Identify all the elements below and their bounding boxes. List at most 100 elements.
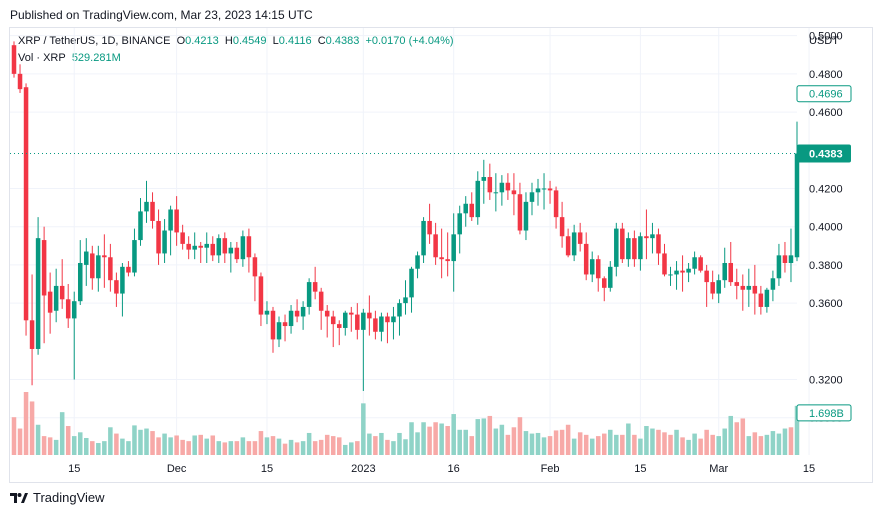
volume-bar xyxy=(228,441,234,455)
volume-bar xyxy=(17,428,23,455)
candle-body xyxy=(379,316,384,332)
open-label: O xyxy=(176,35,186,47)
volume-bar xyxy=(126,441,131,455)
candle-body xyxy=(746,285,752,290)
symbol-label[interactable]: XRP / TetherUS, 1D, BINANCE xyxy=(18,35,171,47)
volume-bar xyxy=(620,434,625,455)
volume-bar xyxy=(349,442,354,455)
low-value: 0.4116 xyxy=(278,35,312,47)
x-tick-label: Dec xyxy=(167,463,187,475)
grid-lines xyxy=(10,28,810,455)
volume-bar xyxy=(788,427,794,455)
candle-body xyxy=(517,194,523,231)
volume-bar xyxy=(487,415,493,455)
volume-bar xyxy=(192,435,197,455)
volume-bar xyxy=(728,415,734,455)
volume-bar xyxy=(96,443,101,455)
volume-bar xyxy=(794,405,800,455)
candle-body xyxy=(716,280,721,294)
candle-body xyxy=(102,255,107,258)
volume-bar xyxy=(451,414,456,455)
volume-bar xyxy=(415,432,420,455)
candle-body xyxy=(180,232,185,244)
volume-bar xyxy=(776,433,782,455)
close-value: 0.4383 xyxy=(325,35,360,47)
candle-body xyxy=(90,253,95,279)
candle-body xyxy=(300,306,306,317)
volume-bar xyxy=(583,434,589,455)
candle-body xyxy=(234,247,240,260)
candle-body xyxy=(656,234,661,254)
volume-tag-label: 1.698B xyxy=(809,408,844,420)
candle-body xyxy=(126,266,131,273)
volume-bar xyxy=(29,401,35,455)
candle-body xyxy=(210,243,216,256)
candle-body xyxy=(65,299,71,319)
candle-body xyxy=(481,177,487,181)
volume-bar xyxy=(276,438,282,455)
candle-body xyxy=(740,285,746,290)
candle-body xyxy=(355,314,360,330)
volume-bar xyxy=(752,432,758,455)
volume-bar xyxy=(493,428,499,455)
candle-body xyxy=(270,310,276,340)
x-tick-label: 15 xyxy=(803,463,815,475)
candle-body xyxy=(306,282,312,307)
candle-body xyxy=(439,257,444,260)
volume-bar xyxy=(204,438,209,455)
candle-body xyxy=(602,278,607,288)
candle-body xyxy=(330,316,336,325)
candle-body xyxy=(391,316,396,323)
candle-body xyxy=(626,238,631,260)
candle-body xyxy=(722,262,727,281)
volume-bar xyxy=(523,431,529,455)
volume-label[interactable]: Vol · XRP xyxy=(18,52,66,64)
brand-name: TradingView xyxy=(33,490,105,505)
volume-bar xyxy=(517,417,523,455)
candle-body xyxy=(336,324,342,328)
candle-body xyxy=(264,310,270,315)
volume-bar xyxy=(288,439,294,455)
candle-body xyxy=(228,247,234,254)
candle-body xyxy=(222,238,228,254)
candle-body xyxy=(553,190,559,218)
volume-bar xyxy=(409,422,414,455)
volume-bar xyxy=(180,439,185,455)
brand-footer[interactable]: TradingView xyxy=(10,490,105,505)
candle-body xyxy=(505,182,511,191)
candle-body xyxy=(571,232,577,256)
candle-body xyxy=(47,291,53,313)
y-tick-label: 0.4000 xyxy=(809,222,843,234)
volume-bar xyxy=(782,428,788,455)
tradingview-logo-icon xyxy=(10,492,28,503)
candle-body xyxy=(457,213,462,235)
volume-bar xyxy=(108,427,113,455)
y-tick-label: 0.3800 xyxy=(809,260,843,272)
candle-body xyxy=(59,285,65,300)
candle-body xyxy=(487,177,493,193)
candle-body xyxy=(728,262,734,283)
volume-bar xyxy=(638,438,643,455)
candle-body xyxy=(493,192,499,194)
candle-body xyxy=(174,209,179,233)
volume-bar xyxy=(686,439,691,455)
volume-bar xyxy=(264,437,270,455)
candle-body xyxy=(710,282,715,294)
volume-tag: 1.698B xyxy=(796,404,852,422)
volume-bar xyxy=(559,429,565,455)
volume-bar xyxy=(174,435,179,455)
volume-bar xyxy=(258,431,264,455)
volume-bar xyxy=(222,442,228,455)
volume-bar xyxy=(505,434,511,455)
candle-body xyxy=(397,303,402,317)
volume-bar xyxy=(343,444,348,455)
volume-bar xyxy=(53,439,59,455)
candle-body xyxy=(692,257,697,269)
candle-body xyxy=(53,285,59,311)
volume-bar xyxy=(764,434,770,455)
candle-body xyxy=(541,188,547,190)
candle-body xyxy=(734,282,740,286)
volume-bar xyxy=(65,426,71,455)
volume-bar xyxy=(577,432,583,455)
